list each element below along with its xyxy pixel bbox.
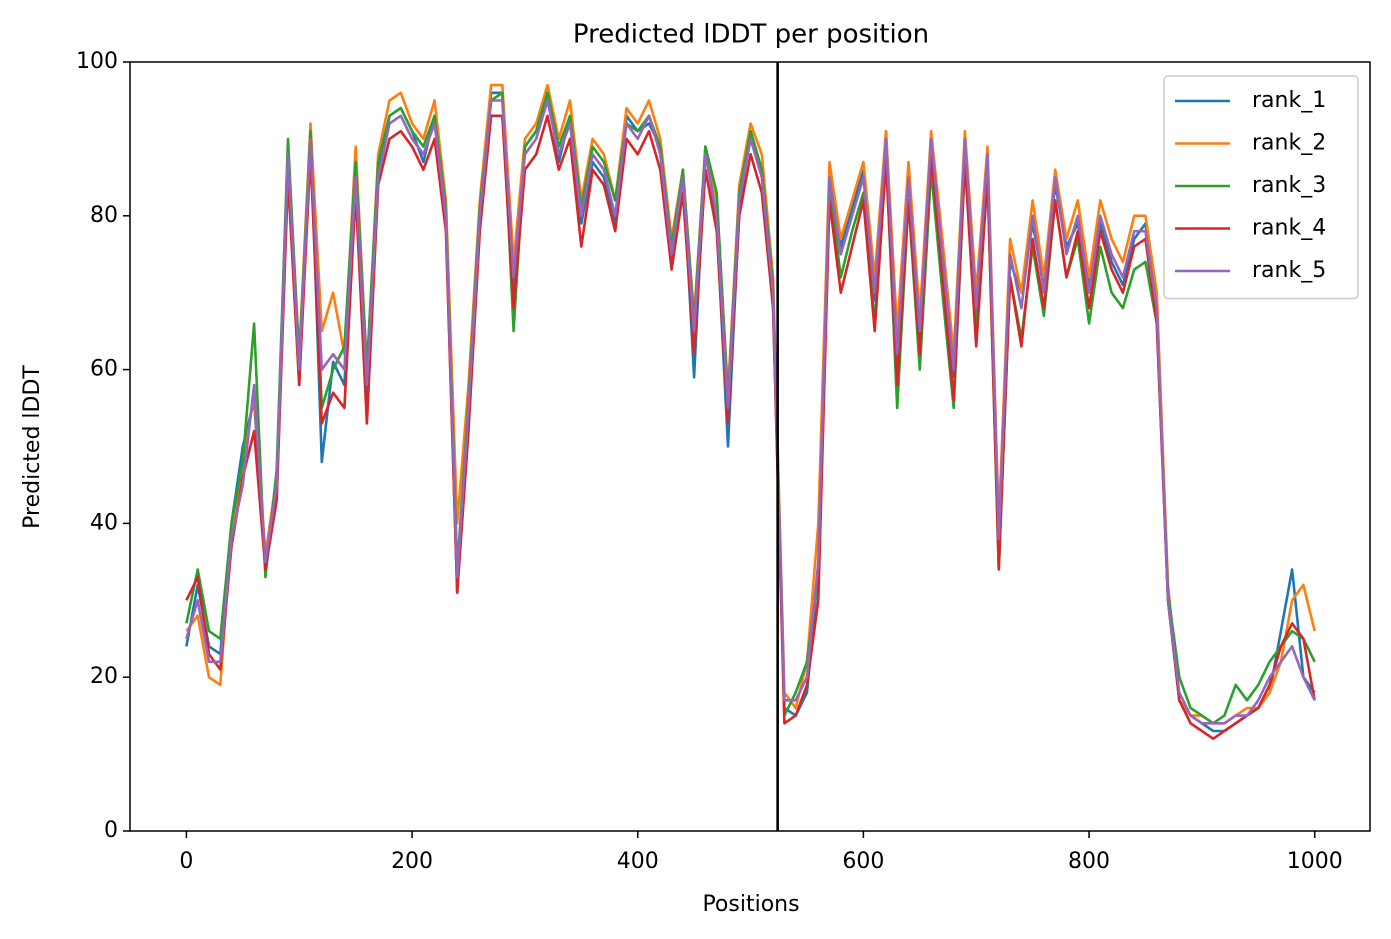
x-tick-label: 600 — [842, 849, 884, 874]
x-tick-label: 400 — [617, 849, 659, 874]
legend-label: rank_1 — [1252, 88, 1326, 113]
x-tick-label: 800 — [1068, 849, 1110, 874]
x-tick-label: 0 — [179, 849, 193, 874]
y-tick-label: 80 — [90, 203, 118, 228]
legend-label: rank_3 — [1252, 173, 1326, 198]
x-axis-label: Positions — [702, 892, 799, 917]
series-line — [185, 114, 1316, 740]
legend-label: rank_2 — [1252, 131, 1326, 156]
plot-frame — [129, 61, 1371, 832]
y-tick-label: 60 — [90, 357, 118, 382]
y-tick-label: 40 — [90, 510, 118, 535]
legend-box — [1163, 75, 1359, 300]
legend-label: rank_4 — [1252, 216, 1326, 241]
y-tick-label: 0 — [104, 818, 118, 843]
y-axis-label: Predicted lDDT — [20, 365, 45, 529]
chart-title: Predicted lDDT per position — [573, 20, 929, 50]
series-line — [185, 99, 1316, 725]
y-tick-label: 100 — [76, 49, 118, 74]
legend-label: rank_5 — [1252, 258, 1326, 283]
y-tick-label: 20 — [90, 664, 118, 689]
x-tick-label: 200 — [391, 849, 433, 874]
x-tick-label: 1000 — [1287, 849, 1343, 874]
